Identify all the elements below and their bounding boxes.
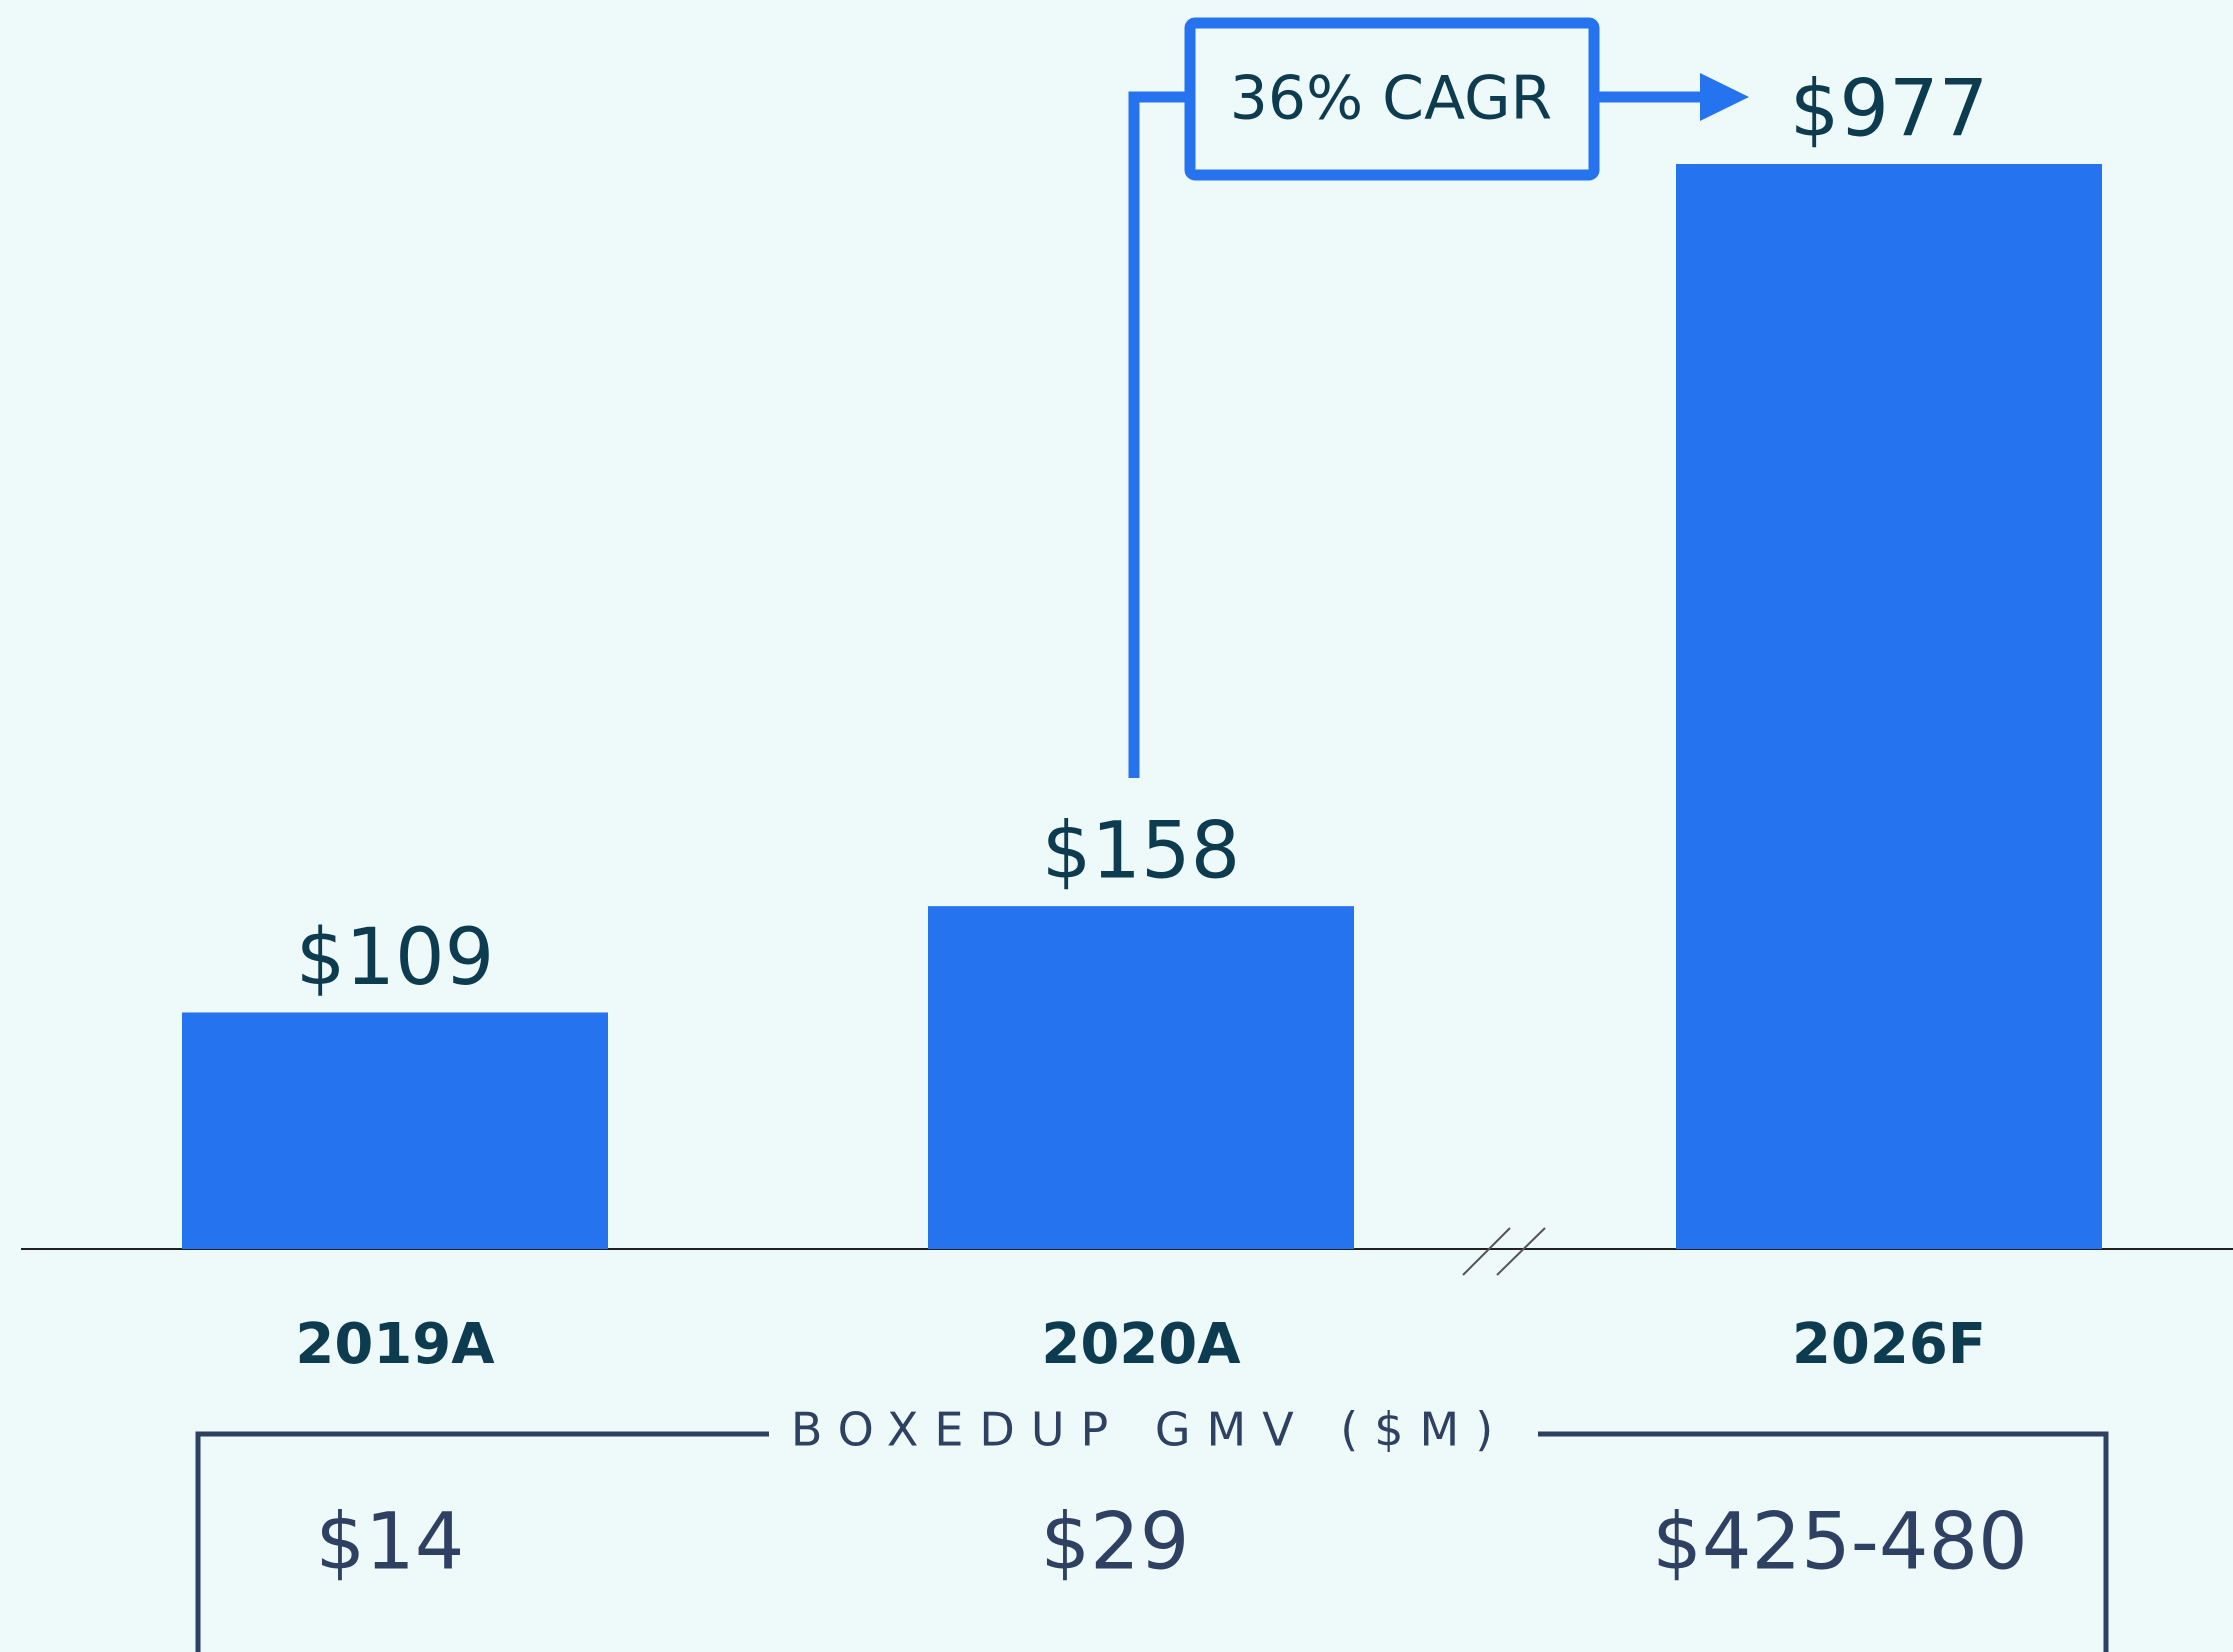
- table-value: $425-480: [1652, 1497, 2028, 1587]
- cagr-connector: [1128, 91, 1190, 778]
- table-title: BOXEDUP GMV ($M): [791, 1403, 1509, 1457]
- table-value: $14: [316, 1497, 465, 1587]
- cagr-label: 36% CAGR: [1230, 64, 1553, 134]
- cagr-arrowhead: [1700, 73, 1749, 121]
- table-value: $29: [1041, 1497, 1190, 1587]
- value-label: $977: [1790, 64, 1989, 154]
- value-label: $158: [1042, 807, 1241, 897]
- axis-break: [1462, 1227, 1511, 1276]
- axis-break: [1496, 1227, 1546, 1276]
- table-border: [195, 1431, 769, 1652]
- value-label: $109: [296, 913, 495, 1003]
- bar: [928, 906, 1354, 1249]
- x-tick-label: 2026F: [1792, 1312, 1986, 1377]
- x-tick-label: 2020A: [1041, 1312, 1241, 1377]
- bar: [182, 1012, 608, 1249]
- bar: [1676, 164, 2102, 1249]
- x-tick-label: 2019A: [295, 1312, 495, 1377]
- table-border: [1538, 1431, 2109, 1652]
